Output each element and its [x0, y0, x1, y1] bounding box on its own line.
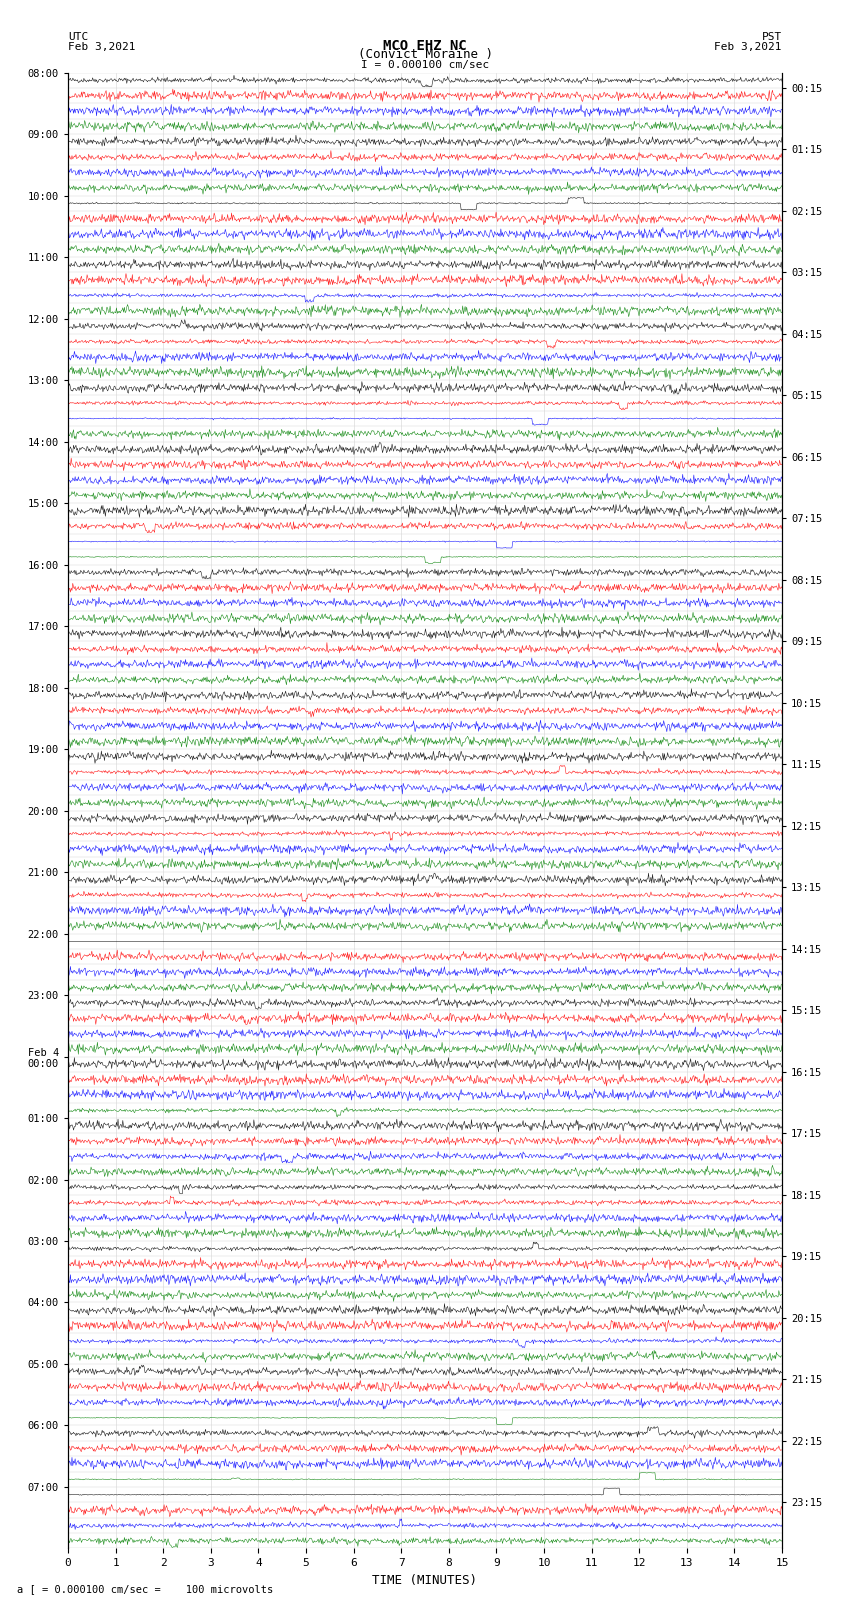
X-axis label: TIME (MINUTES): TIME (MINUTES) [372, 1574, 478, 1587]
Text: PST: PST [762, 32, 782, 42]
Text: Feb 3,2021: Feb 3,2021 [68, 42, 135, 52]
Text: UTC: UTC [68, 32, 88, 42]
Text: (Convict Moraine ): (Convict Moraine ) [358, 48, 492, 61]
Text: Feb 3,2021: Feb 3,2021 [715, 42, 782, 52]
Text: a [ = 0.000100 cm/sec =    100 microvolts: a [ = 0.000100 cm/sec = 100 microvolts [17, 1584, 273, 1594]
Text: I = 0.000100 cm/sec: I = 0.000100 cm/sec [361, 60, 489, 69]
Text: MCO EHZ NC: MCO EHZ NC [383, 39, 467, 53]
